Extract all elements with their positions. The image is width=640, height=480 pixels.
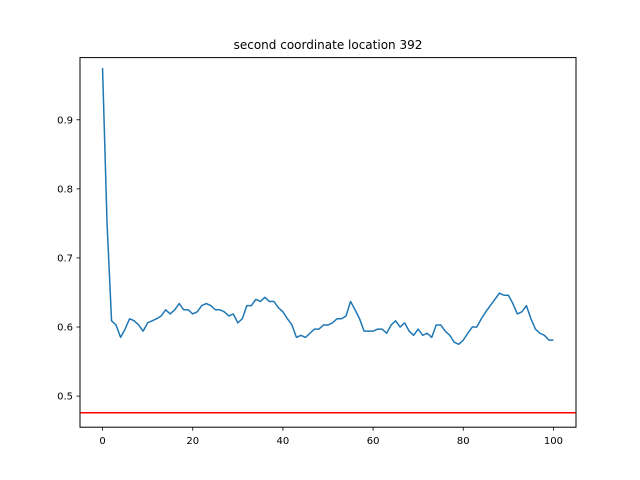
x-tick-label: 80 — [457, 436, 470, 447]
x-tick-label: 40 — [277, 436, 290, 447]
y-tick-label: 0.9 — [57, 115, 73, 126]
x-tick-label: 20 — [186, 436, 199, 447]
x-tick-label: 100 — [544, 436, 563, 447]
series-line-0 — [101, 67, 554, 346]
chart-title: second coordinate location 392 — [234, 38, 423, 52]
x-axis: 0 20 40 60 80 100 — [99, 427, 563, 447]
axes-frame — [79, 57, 577, 428]
y-tick-label: 0.8 — [57, 184, 73, 195]
y-tick-label: 0.5 — [57, 392, 73, 403]
x-tick-label: 60 — [367, 436, 380, 447]
y-tick-label: 0.6 — [57, 323, 73, 334]
y-tick-label: 0.7 — [57, 253, 73, 264]
x-tick-label: 0 — [99, 436, 105, 447]
y-axis: 0.5 0.6 0.7 0.8 0.9 — [57, 115, 80, 403]
plot-area — [80, 67, 576, 414]
